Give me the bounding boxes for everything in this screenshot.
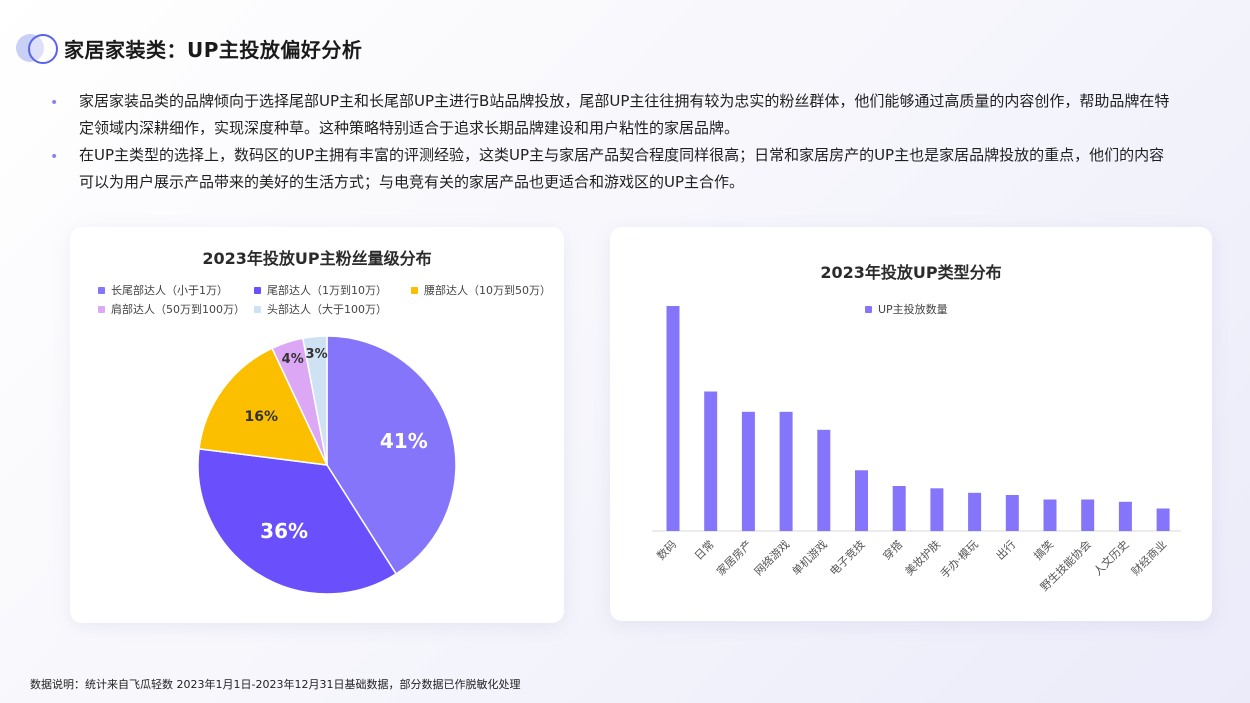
bar-chart-card: 2023年投放UP类型分布 UP主投放数量 数码 日常 家居房产 网络游戏 单机游戏 电子…	[610, 227, 1212, 621]
x-tick-label: 数码	[654, 538, 679, 563]
bar	[817, 429, 831, 532]
x-tick-label: 电子竞技	[827, 537, 868, 578]
x-tick-label: 搞笑	[1031, 537, 1056, 562]
legend-swatch	[865, 305, 872, 313]
data-source-note: 数据说明：统计来自飞瓜轻数 2023年1月1日-2023年12月31日基础数据，…	[30, 678, 521, 691]
pie-legend-item: 长尾部达人（小于1万）	[98, 282, 228, 298]
bar	[1081, 499, 1095, 531]
legend-label: 尾部达人（1万到10万）	[267, 284, 387, 297]
x-tick-label: 穿搭	[880, 537, 905, 562]
pie-data-label: 36%	[260, 519, 308, 543]
legend-label: 肩部达人（50万到100万）	[111, 303, 245, 316]
bar	[741, 411, 755, 532]
bullet-dot-icon: •	[50, 95, 59, 111]
pie-legend-item: 尾部达人（1万到10万）	[254, 282, 387, 298]
legend-swatch	[254, 286, 261, 294]
pie-data-label: 41%	[380, 429, 428, 453]
bullet-item: • 家居家装品类的品牌倾向于选择尾部UP主和长尾部UP主进行B站品牌投放，尾部U…	[48, 88, 1178, 142]
legend-swatch	[411, 286, 418, 294]
x-tick-label: 出行	[993, 537, 1018, 562]
legend-swatch	[98, 305, 105, 313]
bar	[779, 411, 793, 532]
bar	[1043, 499, 1057, 531]
bullet-item: • 在UP主类型的选择上，数码区的UP主拥有丰富的评测经验，这类UP主与家居产品…	[48, 142, 1178, 196]
pie-data-label: 4%	[282, 352, 304, 367]
bar	[704, 391, 718, 531]
x-tick-label: 日常	[692, 538, 717, 563]
bullet-dot-icon: •	[50, 149, 59, 165]
x-tick-label: 人文历史	[1091, 537, 1132, 578]
x-tick-label: 单机游戏	[789, 537, 830, 578]
bullet-text: 在UP主类型的选择上，数码区的UP主拥有丰富的评测经验，这类UP主与家居产品契合…	[79, 146, 1165, 191]
page-header: 家居家装类：UP主投放偏好分析	[16, 31, 362, 65]
bar	[1118, 501, 1132, 532]
bar	[1005, 495, 1019, 531]
legend-label: 长尾部达人（小于1万）	[111, 284, 228, 297]
pie-legend-item: 腰部达人（10万到50万）	[411, 282, 551, 298]
pie-legend-item: 头部达人（大于100万）	[254, 301, 387, 317]
circles-logo-icon	[16, 32, 58, 64]
summary-bullets: • 家居家装品类的品牌倾向于选择尾部UP主和长尾部UP主进行B站品牌投放，尾部U…	[48, 88, 1178, 196]
bar	[930, 488, 944, 532]
bullet-text: 家居家装品类的品牌倾向于选择尾部UP主和长尾部UP主进行B站品牌投放，尾部UP主…	[79, 92, 1170, 137]
bar-legend-item: UP主投放数量	[865, 301, 948, 317]
bar	[666, 306, 680, 531]
bar	[968, 492, 982, 532]
legend-swatch	[98, 286, 105, 294]
x-tick-label: 美妆护肤	[902, 537, 943, 578]
pie-chart-card: 2023年投放UP主粉丝量级分布 长尾部达人（小于1万） 尾部达人（1万到10万…	[70, 227, 564, 623]
page-title: 家居家装类：UP主投放偏好分析	[64, 37, 363, 62]
pie-data-label: 16%	[245, 409, 279, 425]
x-tick-label: 家居房产	[714, 537, 755, 578]
bar-chart-title: 2023年投放UP类型分布	[820, 263, 1002, 282]
bar	[1156, 508, 1170, 531]
legend-label: UP主投放数量	[878, 303, 948, 316]
pie-chart: 41% 36% 16% 4% 3%	[197, 335, 457, 595]
x-tick-label: 网络游戏	[751, 537, 792, 578]
bar	[892, 486, 906, 531]
pie-slice	[197, 447, 398, 595]
legend-label: 腰部达人（10万到50万）	[424, 284, 551, 297]
legend-swatch	[254, 305, 261, 313]
pie-slice	[301, 335, 328, 466]
x-tick-label: 财经商业	[1128, 537, 1169, 578]
legend-label: 头部达人（大于100万）	[267, 303, 387, 316]
bar	[855, 470, 868, 532]
pie-slice	[198, 347, 329, 466]
x-tick-label: 手办·模玩	[937, 537, 980, 580]
pie-data-label: 3%	[306, 347, 328, 362]
pie-chart-title: 2023年投放UP主粉丝量级分布	[202, 249, 432, 268]
pie-legend-item: 肩部达人（50万到100万）	[98, 301, 245, 317]
